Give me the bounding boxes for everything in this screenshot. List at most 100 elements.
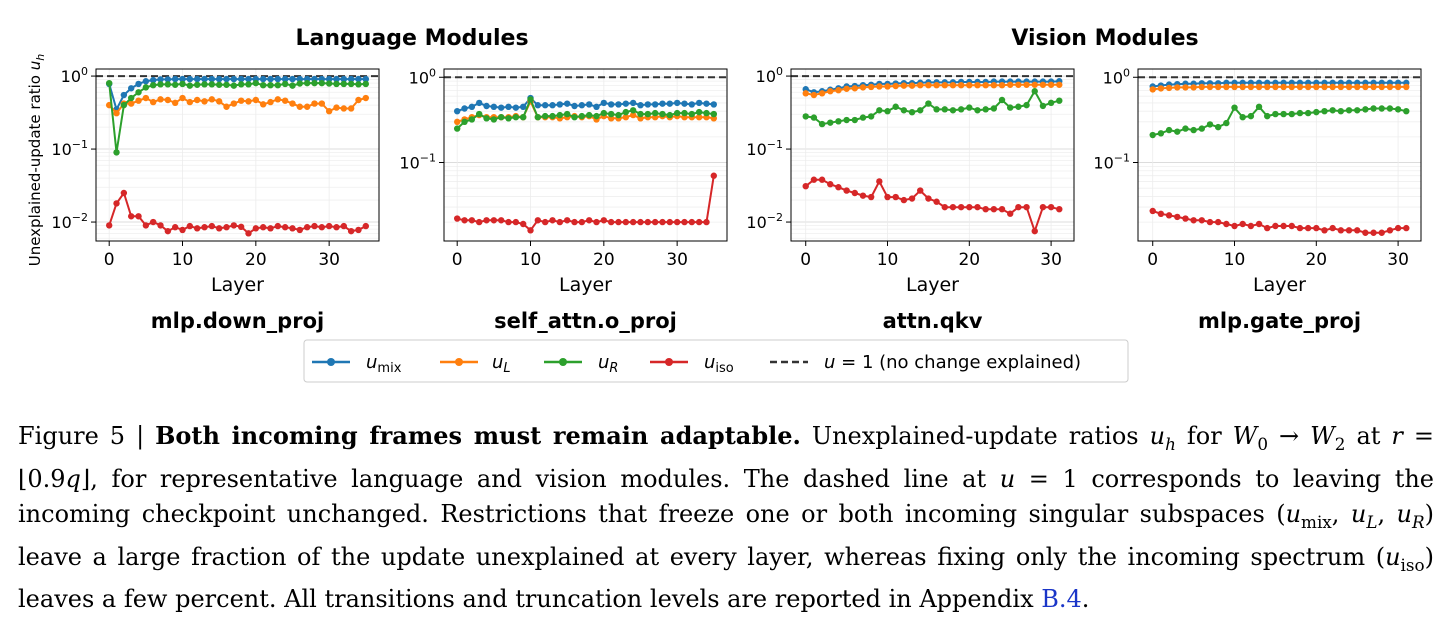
- data-point-u_L: [274, 96, 282, 103]
- data-point-u_R: [208, 81, 216, 88]
- data-point-u_R: [607, 110, 615, 118]
- data-point-u_R: [1329, 107, 1336, 114]
- data-point-u_iso: [1337, 227, 1345, 234]
- data-point-u_mix: [259, 75, 267, 83]
- data-point-u_R: [600, 109, 608, 117]
- data-point-u_L: [1174, 84, 1181, 91]
- data-point-u_R: [900, 107, 908, 114]
- data-point-u_R: [237, 81, 245, 88]
- data-point-u_iso: [1023, 203, 1030, 211]
- data-point-u_L: [208, 96, 216, 103]
- data-point-u_R: [1157, 130, 1165, 137]
- data-point-u_L: [998, 81, 1006, 89]
- data-point-u_mix: [541, 102, 549, 109]
- data-point-u_R: [835, 118, 842, 125]
- data-point-u_R: [483, 115, 490, 122]
- data-point-u_mix: [157, 76, 164, 83]
- chart-panel-mlp.gate_proj: 0 10 20 30 100 10−1 Layer mlp.gate_proj: [1093, 66, 1422, 333]
- data-point-u_iso: [1239, 220, 1246, 228]
- x-tick-label: 30: [1387, 250, 1409, 270]
- x-tick-label: 30: [666, 250, 688, 270]
- data-point-u_R: [659, 110, 666, 118]
- data-point-u_L: [1296, 83, 1304, 91]
- data-point-u_iso: [519, 220, 527, 228]
- data-point-u_L: [1198, 83, 1205, 91]
- data-point-u_L: [695, 113, 703, 121]
- data-point-u_L: [311, 100, 318, 107]
- data-point-u_iso: [281, 224, 289, 231]
- data-point-u_L: [1149, 86, 1156, 93]
- data-point-u_L: [355, 96, 362, 104]
- legend-item-mix: umix: [312, 352, 402, 376]
- data-point-u_L: [917, 81, 924, 89]
- caption-bold: Both incoming frames must remain adaptab…: [155, 421, 801, 450]
- data-point-u_L: [281, 97, 289, 104]
- data-point-u_iso: [859, 192, 867, 199]
- data-point-u_iso: [1031, 227, 1038, 235]
- data-point-u_mix: [475, 99, 483, 107]
- data-point-u_mix: [556, 101, 564, 108]
- legend: umix uL uR uiso u = 1 (no change explain…: [303, 339, 1129, 383]
- appendix-link[interactable]: B.4: [1041, 585, 1082, 614]
- data-point-u_iso: [1288, 222, 1295, 230]
- data-point-u_iso: [333, 224, 340, 231]
- data-point-u_R: [1247, 112, 1255, 120]
- data-point-u_L: [1345, 83, 1353, 91]
- data-point-u_R: [578, 112, 586, 120]
- data-point-u_iso: [615, 218, 622, 226]
- data-point-u_iso: [990, 205, 998, 213]
- data-point-u_iso: [164, 227, 172, 235]
- data-point-u_L: [827, 88, 834, 95]
- data-point-u_mix: [120, 91, 128, 99]
- data-point-u_iso: [505, 218, 512, 226]
- data-point-u_R: [127, 94, 135, 102]
- data-point-u_R: [917, 107, 924, 114]
- data-point-u_L: [193, 96, 201, 104]
- data-point-u_L: [245, 98, 252, 105]
- data-point-u_R: [644, 110, 652, 118]
- data-point-u_R: [629, 107, 637, 114]
- data-point-u_R: [802, 113, 809, 120]
- data-point-u_L: [1223, 83, 1230, 91]
- data-point-u_R: [884, 108, 891, 115]
- data-point-u_L: [1239, 83, 1246, 91]
- data-point-u_R: [505, 115, 512, 122]
- data-point-u_R: [1190, 126, 1197, 134]
- x-tick-label: 20: [1305, 250, 1327, 270]
- data-point-u_L: [1386, 83, 1394, 91]
- data-point-u_iso: [230, 222, 238, 229]
- data-point-u_iso: [703, 218, 710, 226]
- data-point-u_R: [1378, 105, 1385, 112]
- data-point-u_R: [113, 149, 120, 156]
- data-point-u_L: [908, 82, 916, 89]
- data-point-u_L: [135, 97, 142, 104]
- data-point-u_L: [1378, 83, 1385, 91]
- data-point-u_R: [527, 96, 534, 103]
- y-tick-label: 100: [756, 65, 783, 86]
- data-point-u_R: [651, 109, 659, 117]
- data-point-u_mix: [237, 75, 245, 83]
- data-point-u_iso: [1174, 213, 1181, 221]
- y-tick-label: 10−1: [746, 138, 783, 159]
- data-point-u_iso: [1198, 217, 1205, 224]
- data-point-u_iso: [607, 218, 615, 226]
- axes-frame: [790, 68, 1075, 242]
- data-point-u_L: [941, 81, 948, 89]
- data-point-u_mix: [149, 76, 157, 84]
- data-point-u_R: [1007, 104, 1014, 111]
- data-point-u_iso: [355, 226, 362, 234]
- data-point-u_R: [593, 112, 600, 120]
- data-point-u_mix: [483, 102, 490, 110]
- data-point-u_mix: [362, 75, 370, 83]
- data-point-u_R: [333, 80, 340, 88]
- data-point-u_mix: [666, 100, 674, 107]
- data-point-u_iso: [512, 218, 520, 226]
- data-point-u_R: [1206, 121, 1214, 128]
- data-point-u_L: [1247, 83, 1255, 91]
- data-point-u_iso: [534, 217, 542, 224]
- data-point-u_R: [120, 101, 128, 109]
- data-point-u_mix: [505, 103, 512, 111]
- data-point-u_L: [867, 83, 875, 91]
- data-point-u_iso: [157, 222, 164, 229]
- y-tick-label: 10−2: [746, 211, 783, 232]
